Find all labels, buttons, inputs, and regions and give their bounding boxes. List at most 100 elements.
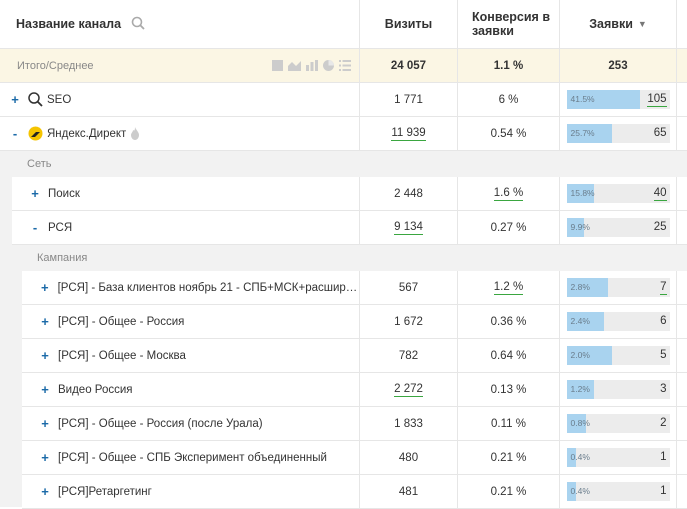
requests-share: 9.9% xyxy=(570,222,590,232)
table-row-campaign[interactable]: + [РСЯ] - Общее - Россия (после Урала) 1… xyxy=(22,407,687,441)
header-visits[interactable]: Визиты xyxy=(360,0,458,48)
requests-bar: 41.5% 105 xyxy=(566,90,670,109)
expand-toggle[interactable]: + xyxy=(11,92,19,107)
campaign-list: + [РСЯ] - База клиентов ноябрь 21 - СПБ+… xyxy=(0,271,687,509)
requests-share: 15.8% xyxy=(570,188,595,198)
header-conversion[interactable]: Конверсия в заявки xyxy=(458,0,560,48)
table-row-campaign[interactable]: + [РСЯ] - Общее - Москва 782 0.64 % 2.0%… xyxy=(22,339,687,373)
requests-value: 6 xyxy=(660,315,667,327)
search-icon[interactable] xyxy=(131,16,145,33)
visits-value: 2 272 xyxy=(394,382,423,397)
visits-value: 1 672 xyxy=(394,315,423,328)
summary-label: Итого/Среднее xyxy=(17,59,94,72)
campaign-name: [РСЯ] - Общее - Москва xyxy=(58,349,186,362)
table-row-rsya[interactable]: - РСЯ 9 134 0.27 % 9.9% 25 xyxy=(12,211,687,245)
expand-toggle[interactable]: + xyxy=(31,186,39,201)
campaign-name: [РСЯ] - База клиентов ноябрь 21 - СПБ+МС… xyxy=(57,281,359,294)
summary-row: Итого/Среднее 24 057 1.1 % 253 xyxy=(0,49,687,83)
expand-toggle[interactable]: + xyxy=(41,280,49,295)
column-chart-icon[interactable] xyxy=(306,60,318,71)
table-row-campaign[interactable]: + [РСЯ] - Общее - Россия 1 672 0.36 % 2.… xyxy=(22,305,687,339)
campaign-name: [РСЯ]Ретаргетинг xyxy=(58,485,152,498)
nest-shade-inner xyxy=(12,244,22,507)
visits-value: 567 xyxy=(398,281,419,294)
list-view-icon[interactable] xyxy=(339,60,351,71)
header-requests[interactable]: Заявки ▼ xyxy=(560,0,677,48)
requests-value: 2 xyxy=(660,417,667,429)
conversion-value: 6 % xyxy=(498,93,519,106)
requests-share: 2.4% xyxy=(570,316,590,326)
expand-toggle[interactable]: + xyxy=(41,382,49,397)
table-row-campaign[interactable]: + [РСЯ] - Общее - СПБ Эксперимент объеди… xyxy=(22,441,687,475)
table-row-seo[interactable]: + SEO 1 771 6 % 41.5% 105 xyxy=(0,83,687,117)
channel-name: РСЯ xyxy=(48,221,73,234)
campaign-name: Видео Россия xyxy=(58,383,133,396)
requests-share: 2.0% xyxy=(570,350,590,360)
requests-bar: 15.8% 40 xyxy=(566,184,670,203)
conversion-value: 0.21 % xyxy=(490,451,527,464)
collapse-toggle[interactable]: - xyxy=(32,220,38,235)
requests-bar: 0.4% 1 xyxy=(566,448,670,467)
collapse-toggle[interactable]: - xyxy=(12,126,18,141)
campaign-name: [РСЯ] - Общее - Россия (после Урала) xyxy=(58,417,263,430)
conversion-value: 0.11 % xyxy=(491,417,526,430)
bar-view-icon[interactable] xyxy=(272,60,283,71)
expand-toggle[interactable]: + xyxy=(41,484,49,499)
conversion-value: 0.21 % xyxy=(490,485,527,498)
requests-value: 3 xyxy=(660,383,667,395)
requests-share: 0.4% xyxy=(570,452,590,462)
table-header: Название канала Визиты Конверсия в заявк… xyxy=(0,0,687,49)
conversion-value: 0.27 % xyxy=(490,221,527,234)
requests-bar: 9.9% 25 xyxy=(566,218,670,237)
visits-value: 1 771 xyxy=(394,93,423,106)
table-row-yandex-direct[interactable]: - Яндекс.Директ 11 939 0.54 % 25.7% 65 xyxy=(0,117,687,151)
table-row-search[interactable]: + Поиск 2 448 1.6 % 15.8% 40 xyxy=(12,177,687,211)
requests-bar: 0.4% 1 xyxy=(566,482,670,501)
requests-bar: 2.8% 7 xyxy=(566,278,670,297)
view-toolbar xyxy=(272,60,351,71)
table-row-campaign[interactable]: + [РСЯ] - База клиентов ноябрь 21 - СПБ+… xyxy=(22,271,687,305)
summary-conversion: 1.1 % xyxy=(458,49,560,82)
summary-requests: 253 xyxy=(560,49,677,82)
requests-value: 25 xyxy=(653,221,667,233)
header-channel-name[interactable]: Название канала xyxy=(0,0,360,48)
requests-value: 5 xyxy=(660,349,667,361)
nest-shade xyxy=(0,150,12,507)
campaign-name: [РСЯ] - Общее - Россия xyxy=(58,315,185,328)
requests-value: 105 xyxy=(647,93,667,107)
conversion-value: 1.6 % xyxy=(493,186,524,201)
yandex-direct-icon xyxy=(28,126,43,141)
expand-toggle[interactable]: + xyxy=(41,450,49,465)
area-chart-icon[interactable] xyxy=(288,60,301,71)
conversion-value: 0.13 % xyxy=(490,383,527,396)
channel-name: Яндекс.Директ xyxy=(47,127,127,140)
requests-bar: 2.0% 5 xyxy=(566,346,670,365)
requests-bar: 25.7% 65 xyxy=(566,124,670,143)
table-row-campaign[interactable]: + Видео Россия 2 272 0.13 % 1.2% 3 xyxy=(22,373,687,407)
pie-chart-icon[interactable] xyxy=(323,60,334,71)
expand-toggle[interactable]: + xyxy=(41,416,49,431)
requests-share: 0.4% xyxy=(570,486,590,496)
requests-value: 1 xyxy=(660,485,667,497)
visits-value: 1 833 xyxy=(394,417,423,430)
requests-bar: 0.8% 2 xyxy=(566,414,670,433)
requests-share: 2.8% xyxy=(570,282,590,292)
expand-toggle[interactable]: + xyxy=(41,314,49,329)
requests-bar: 1.2% 3 xyxy=(566,380,670,399)
expand-toggle[interactable]: + xyxy=(41,348,49,363)
visits-value: 9 134 xyxy=(394,220,423,235)
requests-value: 1 xyxy=(660,451,667,463)
requests-value: 7 xyxy=(660,281,667,295)
campaign-name: [РСЯ] - Общее - СПБ Эксперимент объедине… xyxy=(58,451,327,464)
sort-desc-icon[interactable]: ▼ xyxy=(637,19,647,29)
conversion-value: 0.54 % xyxy=(490,127,527,140)
requests-share: 41.5% xyxy=(570,94,595,104)
requests-share: 1.2% xyxy=(570,384,590,394)
channel-name: Поиск xyxy=(48,187,80,200)
conversion-value: 0.36 % xyxy=(490,315,527,328)
table-row-campaign[interactable]: + [РСЯ]Ретаргетинг 481 0.21 % 0.4% 1 xyxy=(22,475,687,509)
requests-share: 25.7% xyxy=(570,128,595,138)
visits-value: 782 xyxy=(398,349,419,362)
requests-value: 40 xyxy=(653,187,667,201)
